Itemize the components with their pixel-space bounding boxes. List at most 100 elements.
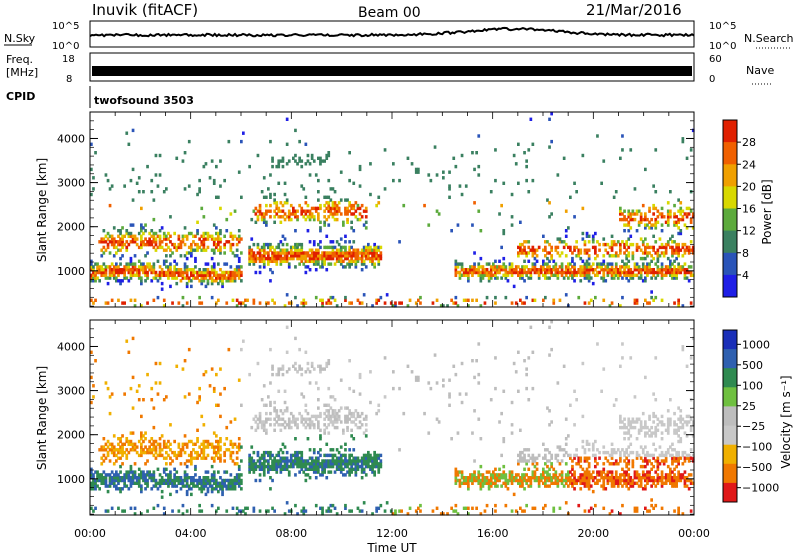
- velocity-cell: [544, 448, 547, 452]
- power-cell: [273, 198, 276, 202]
- velocity-cell: [98, 478, 101, 483]
- velocity-cell: [215, 453, 218, 458]
- velocity-cell: [187, 476, 191, 480]
- station-title: Inuvik (fitACF): [92, 1, 198, 19]
- velocity-cell: [212, 481, 216, 485]
- velocity-cell: [458, 470, 462, 474]
- power-cell: [148, 242, 151, 247]
- velocity-cell: [142, 478, 145, 483]
- velocity-cell: [648, 414, 651, 419]
- velocity-cell: [460, 473, 464, 477]
- velocity-cell: [573, 487, 576, 491]
- power-cell: [212, 181, 216, 185]
- velocity-cell: [196, 478, 199, 483]
- power-cell: [614, 190, 618, 194]
- power-cell: [158, 265, 162, 269]
- velocity-cell: [187, 347, 191, 352]
- velocity-cell: [242, 509, 245, 513]
- power-cell: [298, 248, 301, 252]
- velocity-cell: [550, 462, 553, 466]
- power-cell: [352, 181, 356, 185]
- power-cell: [314, 209, 318, 213]
- power-cell: [669, 245, 672, 250]
- power-cell: [319, 156, 322, 160]
- velocity-cell: [531, 473, 535, 477]
- velocity-cell: [523, 487, 526, 491]
- velocity-cell: [585, 481, 589, 485]
- power-cell: [606, 273, 610, 277]
- velocity-cell: [119, 489, 122, 494]
- power-cell: [614, 270, 618, 275]
- velocity-cell: [429, 386, 433, 391]
- power-cell: [196, 273, 199, 277]
- velocity-cell: [660, 478, 664, 483]
- velocity-cell: [485, 481, 489, 485]
- velocity-cell: [262, 423, 266, 427]
- power-cell: [283, 248, 287, 252]
- power-cell: [192, 248, 195, 252]
- power-cell: [148, 240, 151, 244]
- power-colorbar-tick: 4: [742, 269, 749, 282]
- power-colorbar-swatch: [723, 164, 737, 187]
- velocity-cell: [323, 462, 326, 466]
- velocity-cell: [556, 478, 560, 483]
- power-cell: [131, 268, 135, 272]
- freq-band: [92, 66, 692, 76]
- power-cell: [262, 195, 266, 199]
- velocity-cell: [335, 414, 339, 419]
- power-cell: [679, 212, 683, 216]
- velocity-cell: [689, 417, 693, 421]
- velocity-cell: [327, 386, 331, 391]
- power-cell: [125, 229, 129, 233]
- power-cell: [240, 273, 243, 277]
- velocity-cell: [373, 470, 376, 474]
- velocity-cell: [579, 456, 583, 460]
- velocity-cell: [179, 453, 183, 458]
- power-cell: [477, 173, 481, 177]
- velocity-cell: [656, 459, 660, 463]
- power-cell: [237, 265, 241, 269]
- velocity-cell: [140, 450, 143, 455]
- power-cell: [256, 245, 260, 250]
- power-cell: [362, 259, 366, 263]
- velocity-cell: [242, 339, 245, 343]
- velocity-cell: [279, 367, 283, 371]
- power-cell: [571, 270, 574, 275]
- velocity-cell: [537, 484, 541, 488]
- velocity-cell: [171, 478, 174, 483]
- power-cell: [498, 265, 501, 269]
- power-cell: [321, 304, 324, 308]
- power-cell: [519, 270, 522, 275]
- velocity-cell: [248, 453, 251, 458]
- velocity-cell: [579, 464, 583, 469]
- power-cell: [544, 273, 547, 277]
- power-cell: [362, 293, 366, 297]
- velocity-cell: [202, 442, 206, 446]
- power-cell: [685, 156, 689, 160]
- power-cell: [637, 245, 641, 250]
- power-cell: [298, 254, 301, 258]
- power-cell: [567, 245, 570, 250]
- velocity-cell: [140, 434, 143, 438]
- velocity-colorbar-tick: 500: [742, 359, 763, 372]
- velocity-cell: [627, 453, 631, 458]
- velocity-cell: [215, 509, 218, 513]
- velocity-cell: [127, 442, 131, 446]
- velocity-cell: [481, 484, 485, 488]
- power-cell: [125, 262, 129, 266]
- power-cell: [296, 254, 299, 258]
- velocity-cell: [675, 450, 678, 455]
- power-cell: [115, 245, 118, 250]
- power-cell: [137, 176, 141, 180]
- velocity-cell: [196, 453, 199, 458]
- power-cell: [546, 256, 549, 261]
- power-cell: [169, 234, 172, 238]
- velocity-cell: [614, 470, 618, 474]
- velocity-cell: [142, 476, 145, 480]
- power-cell: [314, 262, 318, 266]
- velocity-cell: [558, 473, 562, 477]
- power-cell: [204, 237, 208, 241]
- power-cell: [229, 248, 233, 252]
- power-cell: [196, 248, 199, 252]
- power-cell: [110, 298, 114, 302]
